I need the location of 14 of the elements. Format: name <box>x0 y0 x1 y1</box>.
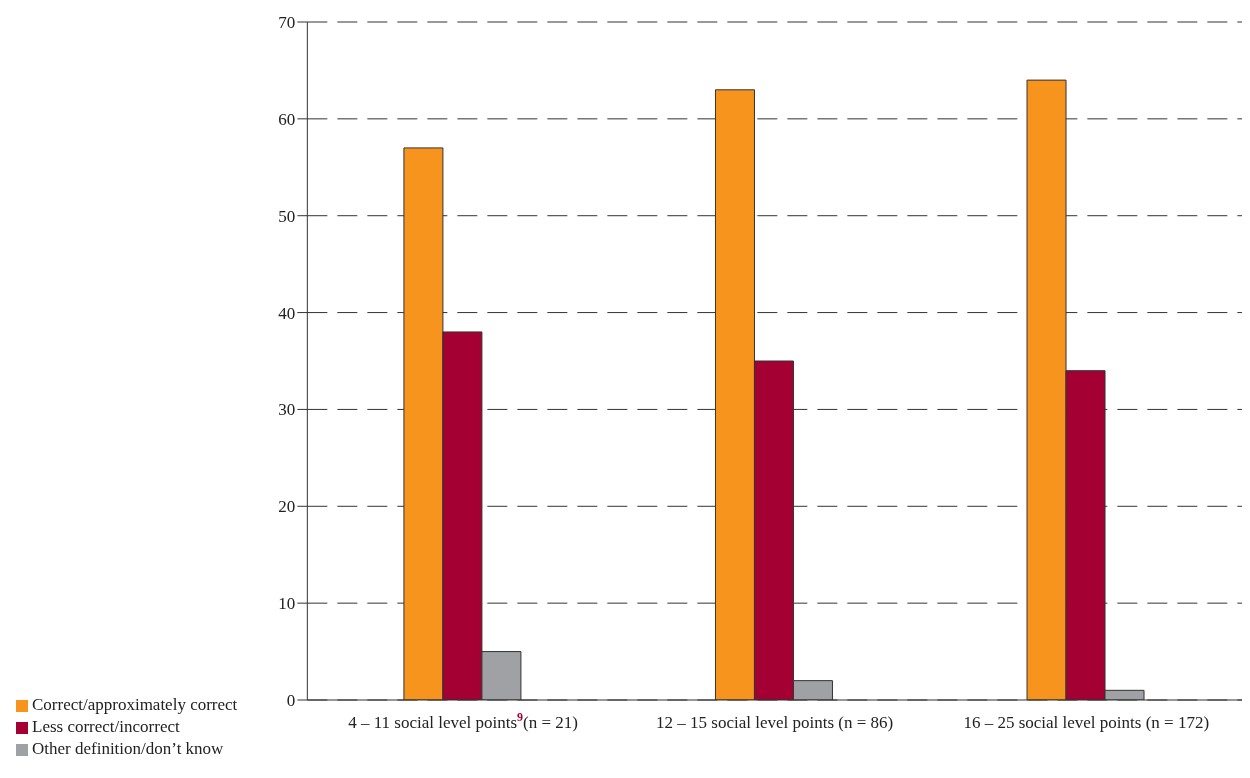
x-tick-label: 12 – 15 social level points (n = 86) <box>656 713 894 732</box>
legend-label: Other definition/don’t know <box>32 739 224 758</box>
legend-label: Correct/approximately correct <box>32 695 238 714</box>
y-tick-label: 20 <box>278 497 296 517</box>
y-tick-label: 30 <box>278 400 296 420</box>
legend-label: Less correct/incorrect <box>32 717 180 736</box>
y-tick-label: 70 <box>278 13 296 33</box>
y-tick-label: 40 <box>278 303 296 323</box>
y-tick-label: 10 <box>278 594 296 614</box>
x-tick-label: 16 – 25 social level points (n = 172) <box>963 713 1210 732</box>
x-tick-label: 4 – 11 social level points$^{9}$(n = 21) <box>348 710 579 732</box>
y-tick-label: 0 <box>286 691 296 711</box>
y-tick-label: 50 <box>278 206 296 226</box>
y-tick-label: 60 <box>278 109 296 129</box>
